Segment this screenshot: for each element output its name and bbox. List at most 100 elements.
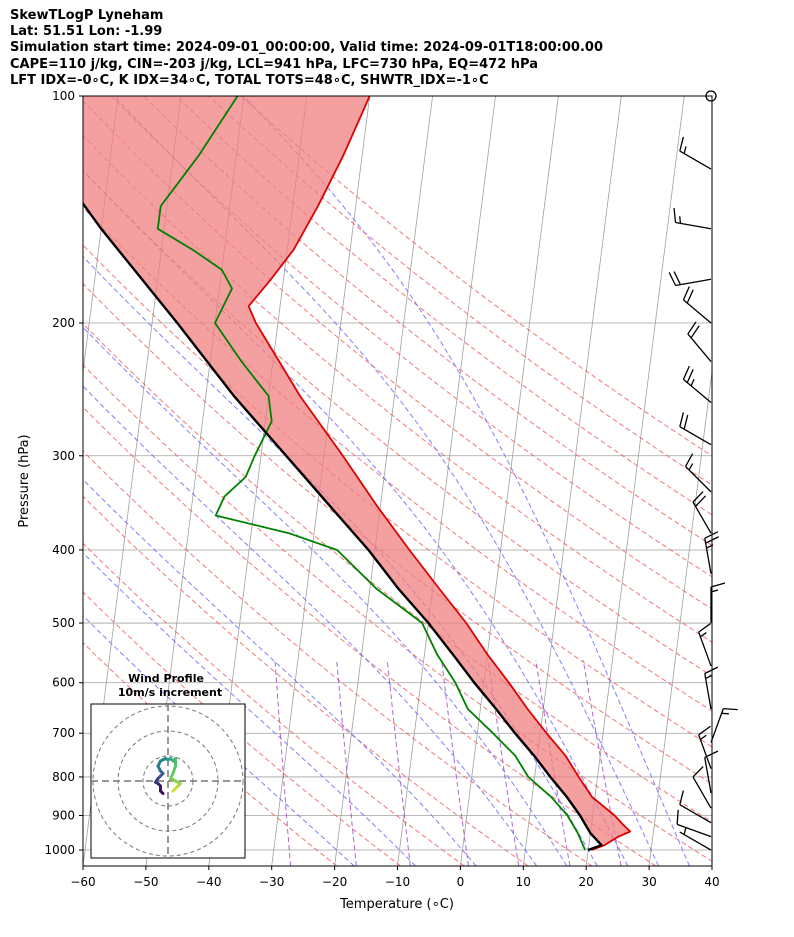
wind-barb bbox=[668, 271, 712, 287]
dry-adiabat bbox=[83, 283, 712, 785]
wind-barb-flag bbox=[682, 286, 690, 301]
wind-barb-flag bbox=[686, 289, 694, 304]
wind-barb bbox=[698, 725, 712, 769]
isotherm-line bbox=[585, 96, 685, 866]
wind-barb bbox=[679, 136, 712, 170]
header: SkewTLogP Lyneham Lat: 51.51 Lon: -1.99 … bbox=[10, 8, 603, 89]
dry-adiabat bbox=[83, 406, 657, 866]
wind-barb-shaft bbox=[704, 673, 712, 710]
dry-adiabat bbox=[83, 100, 712, 610]
wind-barb-flag bbox=[679, 136, 684, 152]
isotherm-line bbox=[334, 96, 433, 866]
cape-cin-fills bbox=[83, 96, 631, 850]
wind-barb bbox=[704, 666, 719, 710]
mixing-ratio-line bbox=[336, 660, 357, 866]
moist-adiabat bbox=[83, 385, 538, 866]
dry-adiabat bbox=[240, 96, 712, 457]
wind-barb-half-flag bbox=[721, 712, 729, 715]
moist-adiabat bbox=[242, 96, 690, 866]
parcel-line bbox=[83, 201, 603, 852]
wind-barb-shaft bbox=[676, 823, 712, 838]
wind-barb-shaft bbox=[679, 804, 712, 824]
title-indices-1: CAPE=110 j/kg, CIN=-203 j/kg, LCL=941 hP… bbox=[10, 56, 538, 72]
wind-barb bbox=[692, 766, 712, 809]
dry-adiabat bbox=[83, 542, 465, 866]
wind-barb-half-flag bbox=[679, 216, 682, 224]
wind-barb-shaft bbox=[683, 299, 712, 324]
wind-barb-shaft bbox=[679, 831, 712, 851]
wind-barb-flag bbox=[704, 750, 719, 759]
wind-barb-shaft bbox=[698, 734, 712, 769]
wind-barb-flag bbox=[683, 414, 689, 430]
x-tick-label: −60 bbox=[70, 875, 95, 889]
mixing-ratio-line bbox=[582, 660, 622, 866]
wind-barb bbox=[698, 623, 712, 667]
wind-barb bbox=[687, 321, 712, 362]
wind-barb-flag bbox=[673, 207, 677, 223]
isotherm-line bbox=[648, 368, 712, 866]
wind-barb bbox=[710, 582, 726, 624]
dry-adiabat bbox=[83, 641, 338, 866]
wind-barb-flag bbox=[676, 809, 679, 825]
x-tick-label: −10 bbox=[385, 875, 410, 889]
hodograph-segment bbox=[171, 787, 177, 793]
wind-barb bbox=[679, 412, 712, 446]
dry-adiabat bbox=[83, 591, 401, 866]
y-tick-label: 600 bbox=[52, 676, 75, 690]
wind-barb-shaft bbox=[704, 757, 712, 794]
title-station: SkewTLogP Lyneham bbox=[10, 8, 164, 23]
x-axis-label: Temperature (∘C) bbox=[339, 897, 454, 912]
profiles bbox=[83, 96, 632, 852]
hodograph-subtitle: 10m/s increment bbox=[118, 686, 222, 699]
wind-barb-flag bbox=[723, 707, 738, 711]
x-tick-label: −30 bbox=[259, 875, 284, 889]
x-tick-label: −40 bbox=[196, 875, 221, 889]
wind-barb-flag bbox=[692, 766, 704, 778]
title-indices-2: LFT IDX=-0∘C, K IDX=34∘C, TOTAL TOTS=48∘… bbox=[10, 72, 489, 88]
wind-barb-shaft bbox=[692, 776, 712, 809]
isotherm-line bbox=[397, 96, 496, 866]
mixing-ratio-line bbox=[274, 660, 292, 866]
wind-barb-flag bbox=[690, 325, 700, 339]
moist-adiabat bbox=[83, 478, 477, 866]
wind-barb-flag bbox=[686, 369, 694, 383]
dry-adiabat bbox=[83, 322, 712, 823]
x-axis-ticks: −60 −50 −40 −30 −20 −10 0 10 20 30 40 bbox=[70, 866, 720, 889]
y-tick-label: 900 bbox=[52, 809, 75, 823]
wind-barb-flag bbox=[679, 412, 684, 427]
wind-barb bbox=[676, 809, 712, 838]
wind-barb-flag bbox=[679, 790, 684, 805]
wind-barb-half-flag bbox=[683, 827, 687, 835]
wind-barb-shaft bbox=[679, 150, 712, 170]
cin-area bbox=[83, 96, 631, 850]
wind-barb bbox=[682, 365, 712, 404]
dry-adiabat bbox=[175, 96, 712, 516]
wind-barb-flag bbox=[668, 272, 677, 286]
wind-barb-shaft bbox=[698, 631, 712, 667]
wind-barb-half-flag bbox=[683, 146, 687, 154]
wind-barb bbox=[710, 707, 738, 743]
wind-barb bbox=[673, 207, 712, 230]
isotherm-line bbox=[775, 96, 794, 866]
wind-barb-shaft bbox=[679, 426, 712, 446]
y-axis-ticks: 1000 900 800 700 600 500 400 300 200 100 bbox=[44, 89, 83, 857]
wind-barb-flag bbox=[698, 725, 711, 736]
wind-barb-half-flag bbox=[700, 734, 707, 741]
wind-barb bbox=[682, 286, 712, 324]
wind-barb-half-flag bbox=[688, 463, 694, 471]
wind-barb-flag bbox=[682, 365, 690, 380]
isotherm-line bbox=[460, 96, 559, 866]
wind-barb-shaft bbox=[710, 708, 724, 743]
wind-barb-shaft bbox=[675, 221, 712, 230]
isotherm-line bbox=[711, 862, 712, 866]
y-tick-label: 100 bbox=[52, 89, 75, 103]
wind-barb-shaft bbox=[692, 501, 712, 534]
wind-barb-half-flag bbox=[690, 378, 695, 387]
y-tick-label: 300 bbox=[52, 449, 75, 463]
moist-adiabat bbox=[83, 552, 416, 866]
hodograph-title: Wind Profile bbox=[128, 672, 204, 685]
y-tick-label: 700 bbox=[52, 726, 75, 740]
title-times: Simulation start time: 2024-09-01_00:00:… bbox=[10, 40, 603, 56]
wind-barb-shaft bbox=[704, 538, 712, 574]
hodograph: Wind Profile 10m/s increment bbox=[90, 672, 246, 859]
